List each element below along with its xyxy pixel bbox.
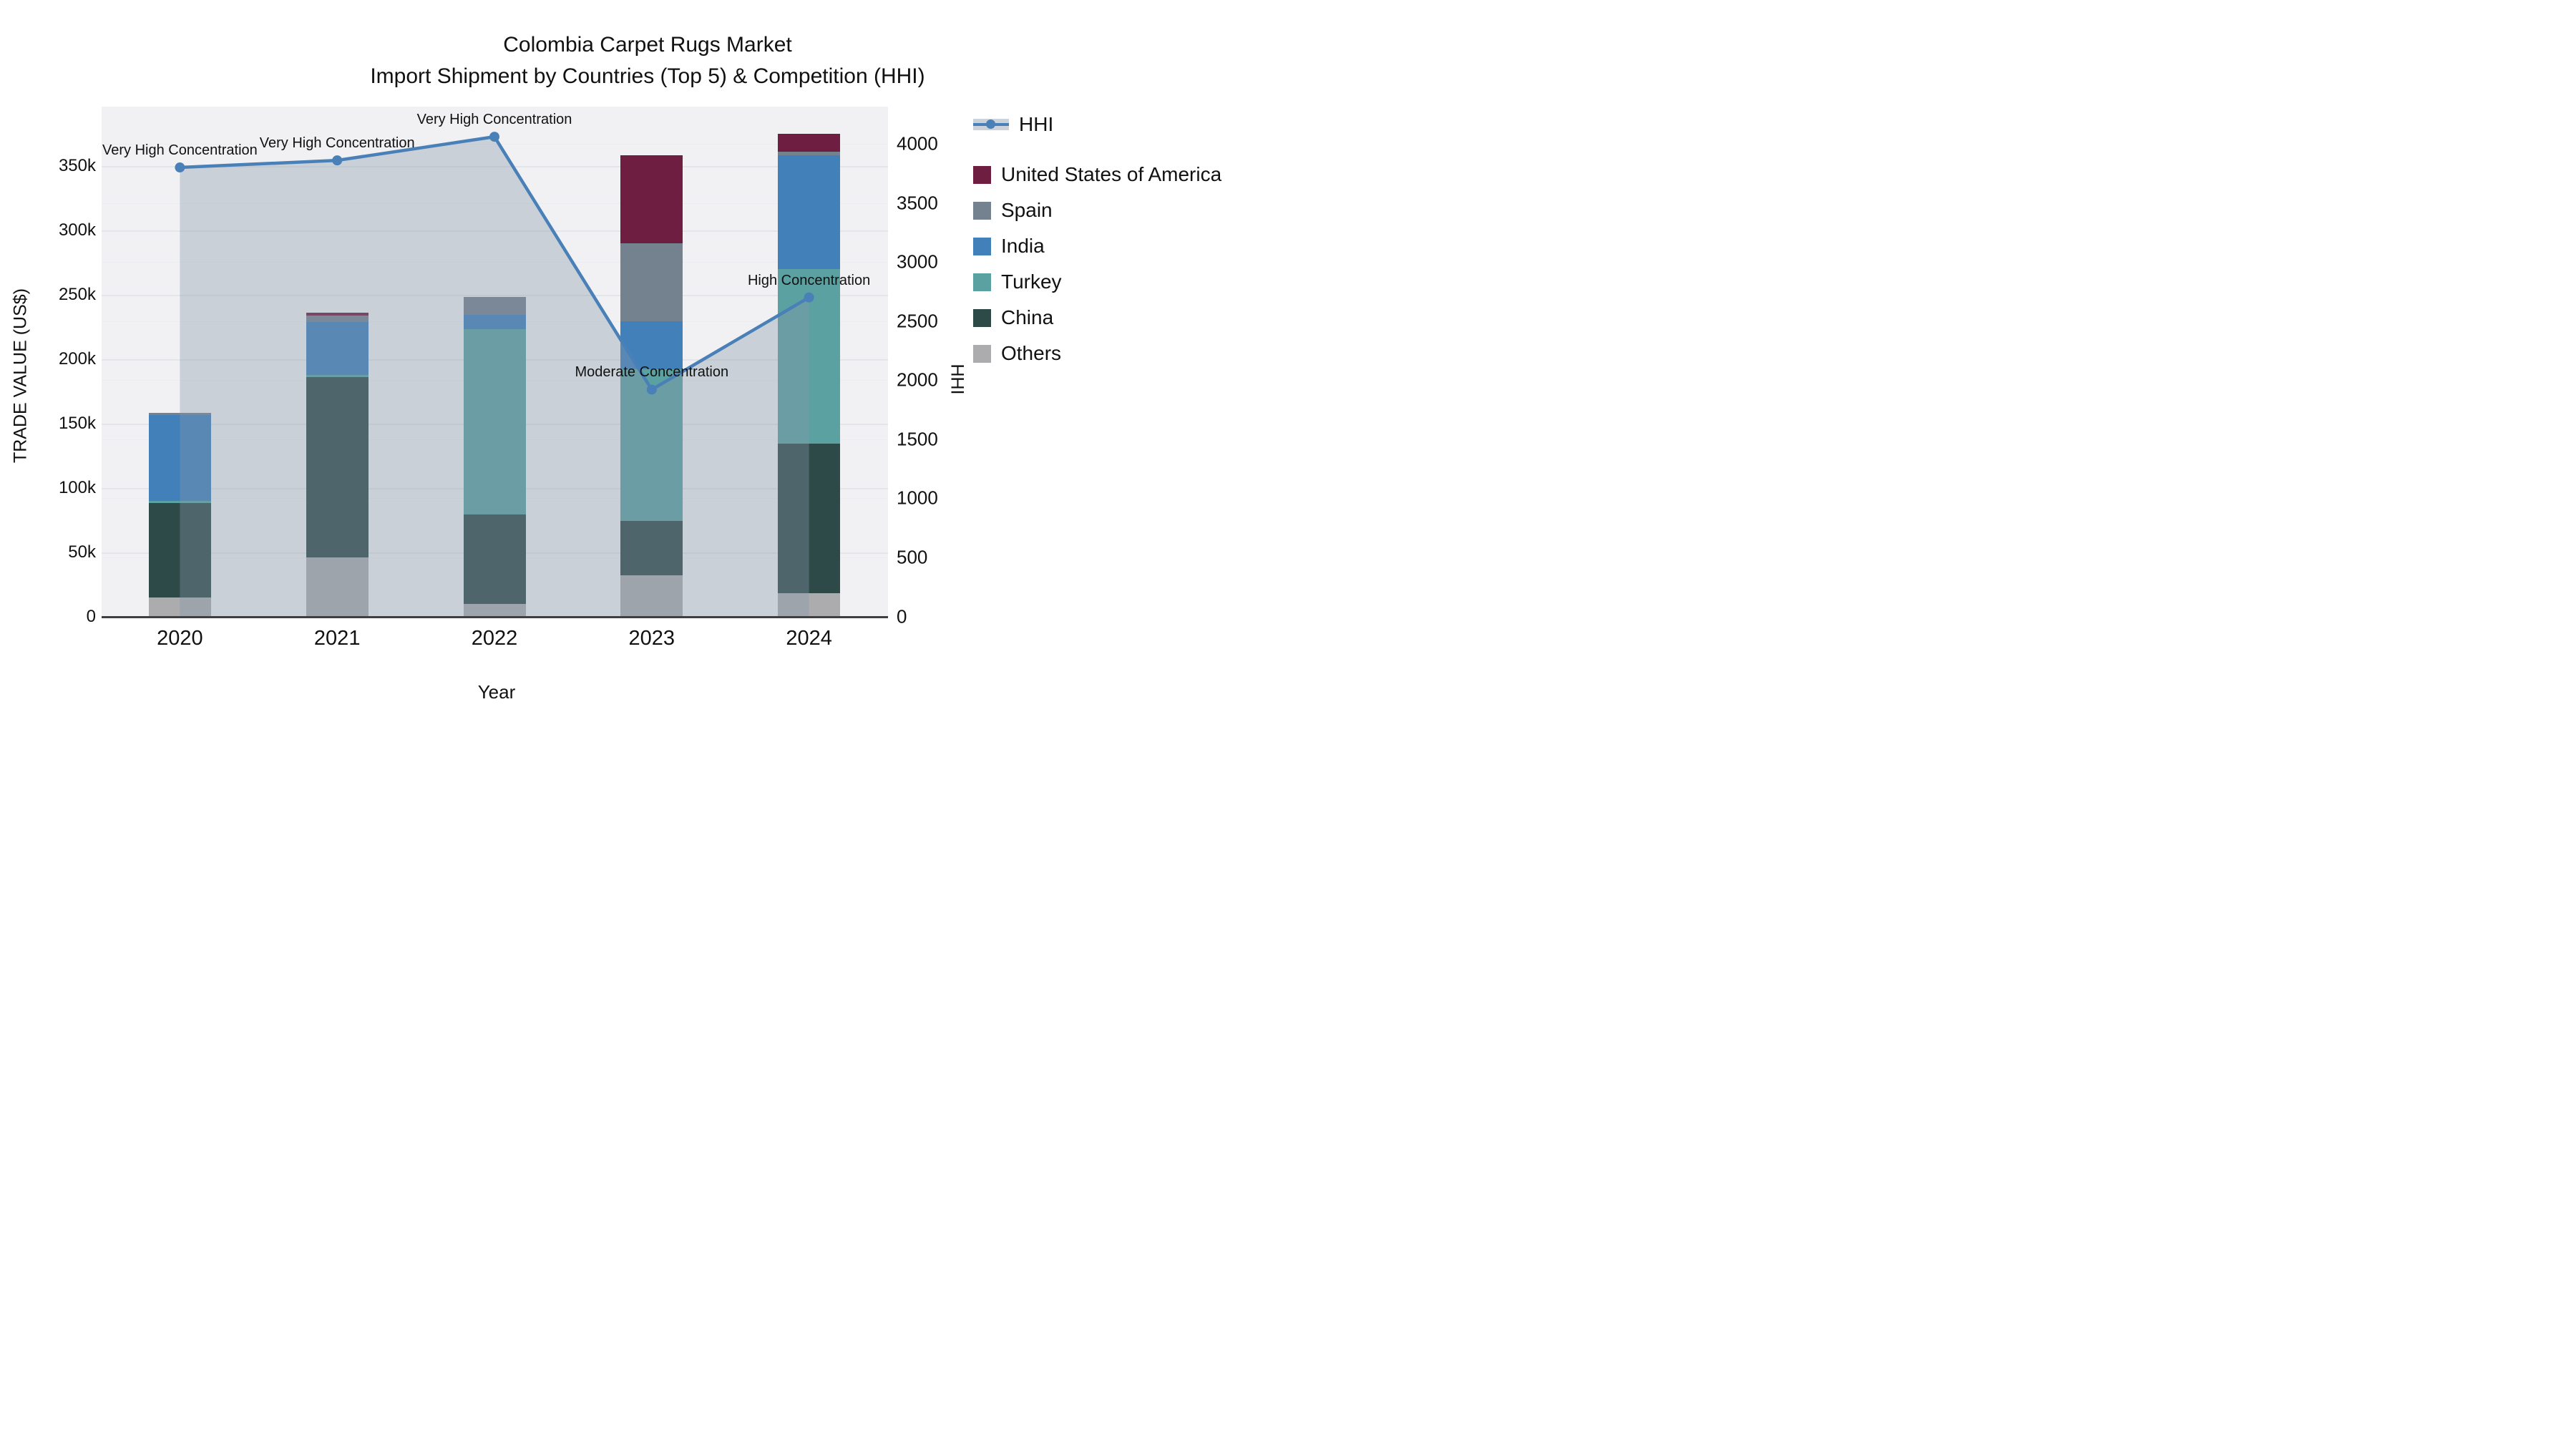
legend-swatch-icon-spain [973,201,991,220]
x-axis-tick-2024: 2024 [786,626,832,650]
chart-title-line-2: Import Shipment by Countries (Top 5) & C… [370,64,925,88]
y2-axis-tick-3000: 3000 [897,250,938,273]
bar-segment-turkey-2023[interactable] [620,369,683,522]
x-axis-title: Year [477,681,516,703]
gridline-250000 [101,294,888,296]
bar-segment-china-2020[interactable] [148,503,211,597]
gridline-hhi-3000 [101,262,888,263]
x-axis-tick-2022: 2022 [471,626,518,650]
bar-segment-india-2022[interactable] [463,315,526,330]
legend-item-united-states-of-america[interactable]: United States of America [973,162,1221,187]
annotation-2024: High Concentration [747,272,871,288]
y2-axis-tick-3500: 3500 [897,192,938,214]
x-axis-tick-2023: 2023 [628,626,675,650]
legend-label: China [1001,306,1054,328]
y-axis-tick-300k: 300k [58,220,96,240]
bar-segment-others-2024[interactable] [778,593,841,617]
annotation-2020: Very High Concentration [102,142,258,159]
bar-segment-india-2024[interactable] [778,155,841,269]
bar-segment-china-2021[interactable] [306,376,369,557]
bar-segment-united-states-of-america-2023[interactable] [620,155,683,243]
legend-label: Others [1001,342,1062,364]
bar-segment-turkey-2021[interactable] [306,375,369,377]
x-axis-tick-2020: 2020 [157,626,203,650]
y-axis-tick-150k: 150k [58,413,96,433]
y-axis-tick-0: 0 [86,606,96,626]
bar-segment-united-states-of-america-2021[interactable] [306,312,369,316]
legend-label: HHI [1019,113,1054,135]
y2-axis-tick-1000: 1000 [897,487,938,509]
y2-axis-tick-2500: 2500 [897,310,938,332]
y-axis-tick-50k: 50k [68,542,96,562]
y2-axis-tick-4000: 4000 [897,132,938,155]
bar-segment-china-2024[interactable] [778,444,841,594]
y-axis-tick-100k: 100k [58,477,96,497]
y2-axis-tick-2000: 2000 [897,369,938,391]
legend-swatch-icon-china [973,308,991,327]
bar-segment-india-2021[interactable] [306,322,369,376]
x-axis-tick-2021: 2021 [313,626,361,650]
bar-segment-others-2021[interactable] [306,557,369,617]
y2-axis-tick-1500: 1500 [897,428,938,450]
bar-segment-spain-2020[interactable] [148,413,211,415]
bar-segment-turkey-2020[interactable] [148,501,211,504]
annotation-2022: Very High Concentration [416,112,572,128]
bar-segment-spain-2022[interactable] [463,297,526,316]
bar-segment-india-2023[interactable] [620,321,683,370]
bar-segment-china-2023[interactable] [620,521,683,575]
x-axis-line [101,615,888,618]
y2-axis-tick-500: 500 [897,546,928,568]
annotation-2021: Very High Concentration [259,135,415,152]
legend-item-others[interactable]: Others [973,341,1061,366]
legend-swatch-icon-india [973,237,991,255]
chart-title-line-1: Colombia Carpet Rugs Market [503,33,792,57]
legend-item-turkey[interactable]: Turkey [973,270,1062,294]
legend-swatch-icon-others [973,344,991,363]
legend-label: India [1001,235,1045,257]
gridline-300000 [101,230,888,232]
bar-segment-others-2022[interactable] [463,603,526,617]
y-axis-title: TRADE VALUE (US$) [10,288,31,464]
y-axis-tick-350k: 350k [58,155,96,175]
bar-segment-spain-2021[interactable] [306,316,369,323]
y2-axis-title: HHI [947,364,967,395]
bar-segment-spain-2024[interactable] [778,151,841,156]
bar-segment-united-states-of-america-2024[interactable] [778,133,841,152]
bar-segment-spain-2023[interactable] [620,243,683,322]
bar-segment-china-2022[interactable] [463,514,526,604]
legend-label: Turkey [1001,270,1062,293]
gridline-350000 [101,165,888,167]
bar-segment-turkey-2024[interactable] [778,268,841,444]
y2-axis-tick-0: 0 [897,605,907,627]
bar-segment-others-2020[interactable] [148,597,211,617]
legend-label: Spain [1001,199,1053,221]
figure: Colombia Carpet Rugs Market Import Shipm… [0,0,1288,725]
legend-item-china[interactable]: China [973,306,1053,330]
legend-swatch-icon-united-states-of-america [973,165,991,184]
hhi-line-icon [973,119,1009,130]
legend-item-hhi[interactable]: HHI [973,112,1053,137]
legend-label: United States of America [1001,163,1222,185]
hhi-marker-dot [986,119,995,129]
bar-segment-turkey-2022[interactable] [463,329,526,515]
legend-item-india[interactable]: India [973,234,1045,258]
y-axis-tick-200k: 200k [58,348,96,369]
bar-segment-india-2020[interactable] [148,414,211,502]
legend-swatch-icon-turkey [973,273,991,291]
bar-segment-others-2023[interactable] [620,575,683,617]
y-axis-tick-250k: 250k [58,284,96,304]
gridline-hhi-3500 [101,203,888,204]
legend-item-spain[interactable]: Spain [973,198,1053,223]
annotation-2023: Moderate Concentration [575,364,729,381]
